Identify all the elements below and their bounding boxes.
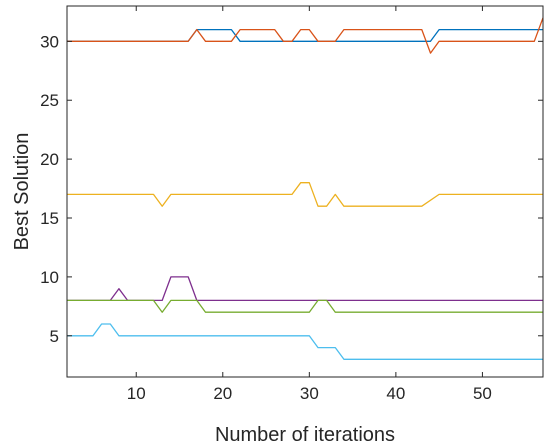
y-tick-label: 10 — [40, 268, 59, 287]
series-line-6 — [67, 323, 543, 360]
plot-frame — [66, 5, 544, 378]
y-axis-label: Best Solution — [11, 133, 33, 251]
x-tick-label: 50 — [473, 384, 492, 403]
x-tick-label: 10 — [127, 384, 146, 403]
series-line-2 — [67, 17, 544, 54]
tick-layer: 10 20 30 40 50 5 10 15 20 25 30 — [40, 6, 543, 403]
y-tick-label: 20 — [40, 150, 59, 169]
x-axis-label: Number of iterations — [215, 424, 395, 446]
y-tick-label: 5 — [50, 327, 59, 346]
y-tick-label: 30 — [40, 32, 59, 51]
x-tick-label: 40 — [386, 384, 405, 403]
x-tick-label: 20 — [213, 384, 232, 403]
series-layer — [67, 17, 544, 360]
series-line-5 — [67, 299, 543, 313]
series-line-4 — [67, 276, 543, 302]
x-tick-label: 30 — [300, 384, 319, 403]
series-line-3 — [67, 182, 543, 207]
y-tick-label: 25 — [40, 91, 59, 110]
y-tick-label: 15 — [40, 209, 59, 228]
